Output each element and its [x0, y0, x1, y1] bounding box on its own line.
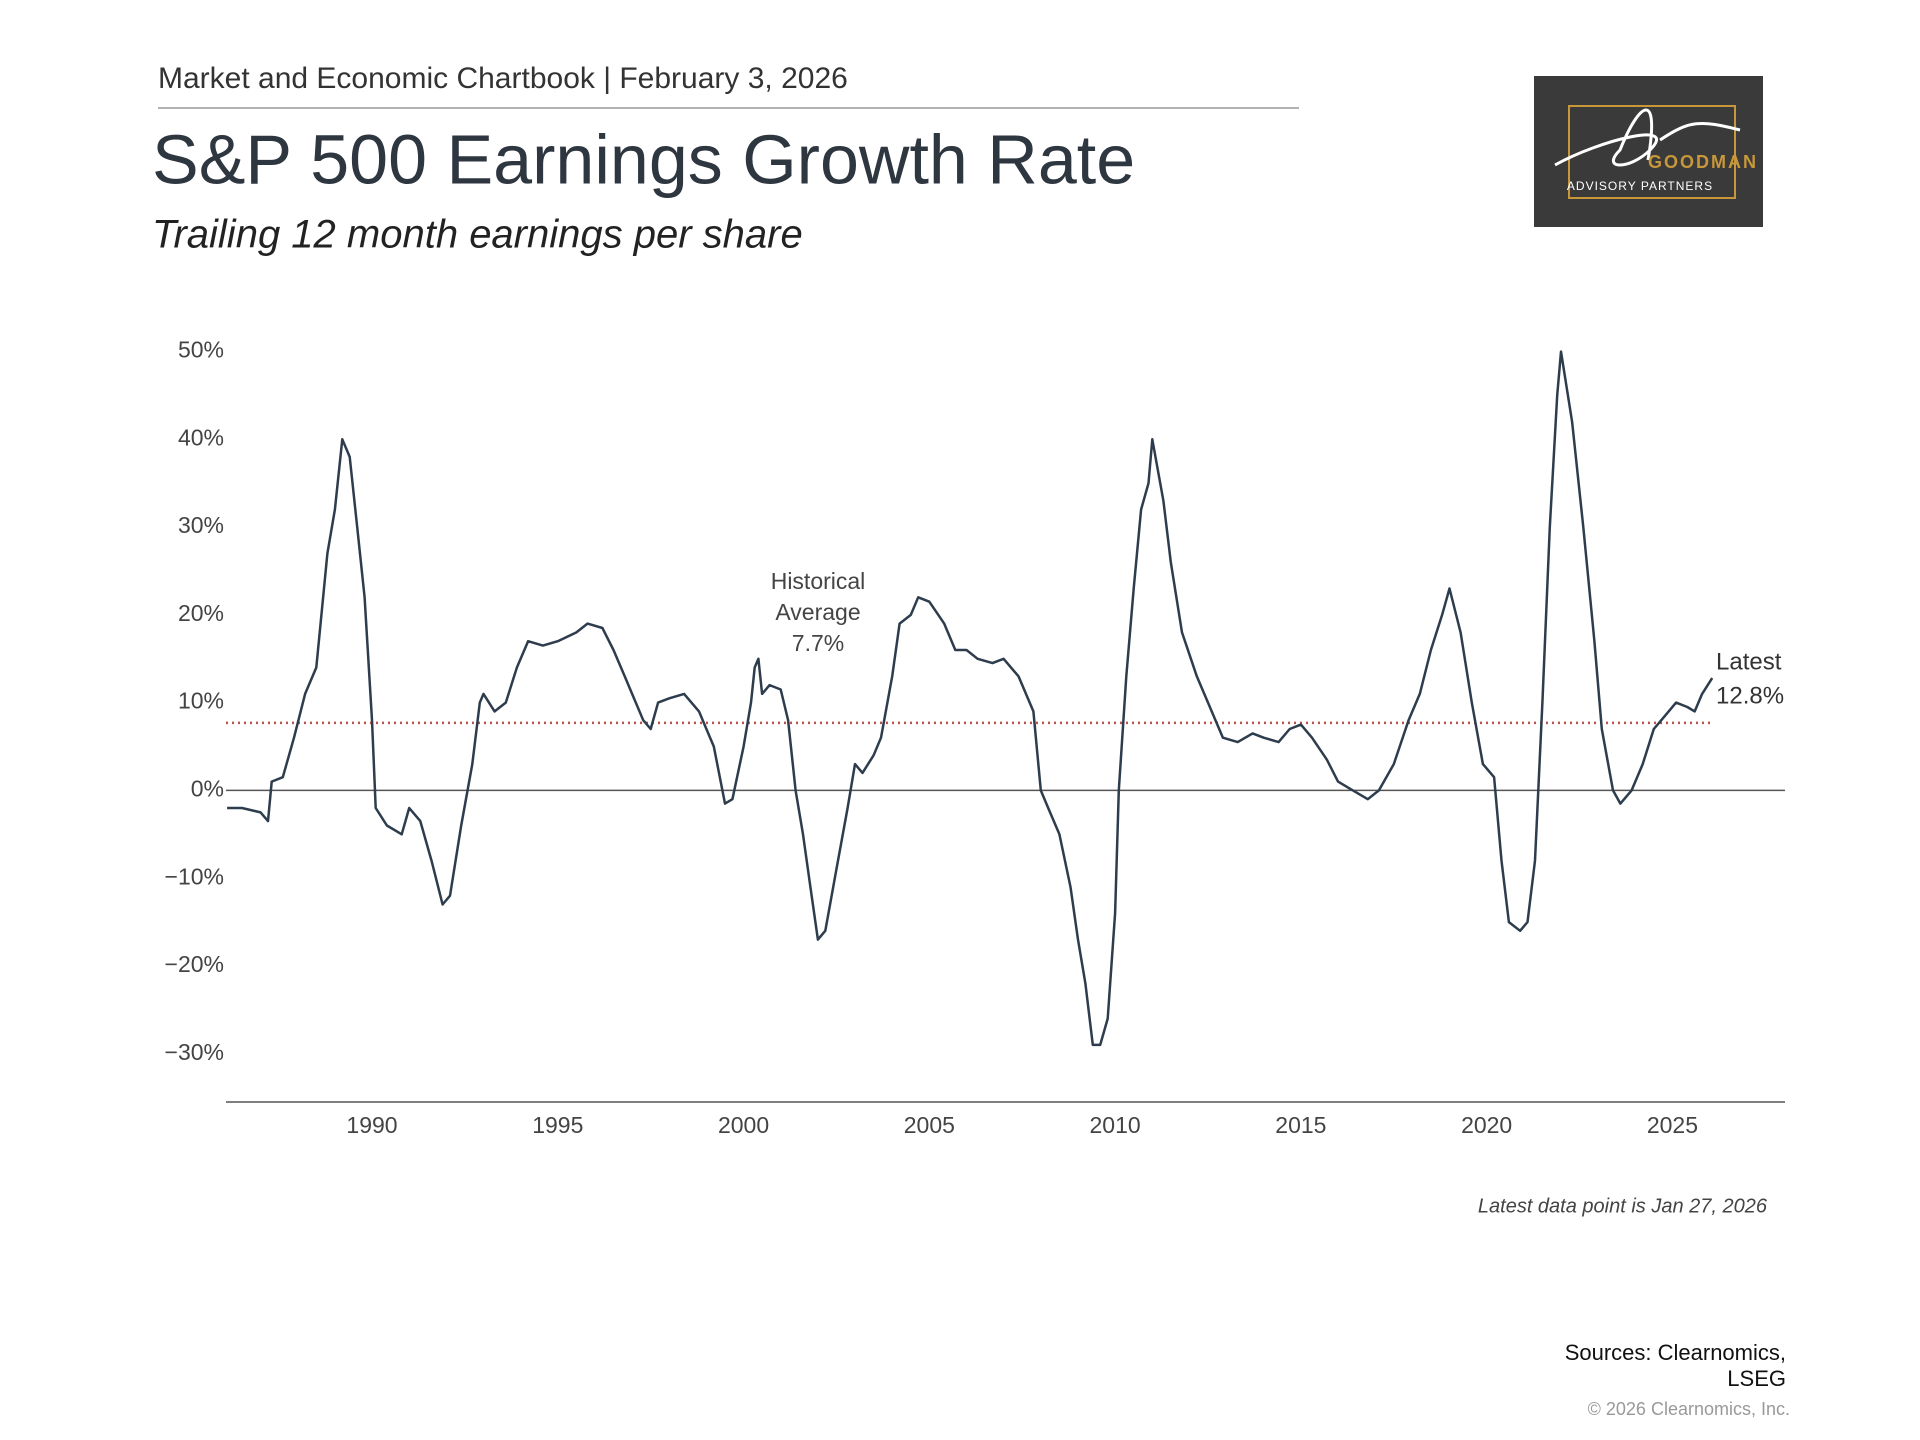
sources: LSEG	[1727, 1366, 1786, 1391]
x-tick-label: 1990	[346, 1112, 397, 1138]
y-tick-label: 20%	[178, 600, 224, 626]
latest-label: Latest	[1716, 648, 1782, 675]
average-label: Historical	[771, 568, 866, 594]
y-tick-label: 40%	[178, 424, 224, 450]
y-tick-label: −30%	[165, 1039, 224, 1065]
x-tick-label: 2010	[1090, 1112, 1141, 1138]
header: Market and Economic Chartbook | February…	[158, 62, 848, 95]
x-tick-label: 2005	[904, 1112, 955, 1138]
latest-value: 12.8%	[1716, 682, 1784, 709]
logo-tagline: ADVISORY PARTNERS	[1567, 179, 1713, 193]
chart-subtitle: Trailing 12 month earnings per share	[152, 213, 803, 257]
x-tick-label: 2000	[718, 1112, 769, 1138]
plot: 50% 40% 30% 20% 10% 0% −10% −20% −30% 1990 1995 200…	[165, 337, 1785, 1138]
logo-frame	[1568, 105, 1736, 199]
logo-signature	[1554, 108, 1741, 167]
average-label: 7.7%	[792, 630, 844, 656]
y-tick-label: 0%	[191, 775, 224, 801]
chart-title: S&P 500 Earnings Growth Rate	[152, 120, 1135, 198]
x-tick-label: 2025	[1647, 1112, 1698, 1138]
y-tick-label: −20%	[165, 951, 224, 977]
data-line	[227, 350, 1714, 1047]
y-tick-label: 30%	[178, 512, 224, 538]
y-tick-label: 50%	[178, 337, 224, 363]
x-tick-label: 2020	[1461, 1112, 1512, 1138]
copyright: © 2026 Clearnomics, Inc.	[1588, 1399, 1790, 1419]
logo: GOODMAN ADVISORY PARTNERS	[1534, 76, 1763, 227]
logo-name: GOODMAN	[1648, 152, 1758, 172]
x-tick-label: 2015	[1275, 1112, 1326, 1138]
y-tick-label: −10%	[165, 863, 224, 889]
x-tick-label: 1995	[532, 1112, 583, 1138]
note: Latest data point is Jan 27, 2026	[1478, 1195, 1768, 1217]
y-tick-label: 10%	[178, 688, 224, 714]
average-label: Average	[775, 599, 860, 625]
sources: Sources: Clearnomics,	[1565, 1340, 1786, 1365]
